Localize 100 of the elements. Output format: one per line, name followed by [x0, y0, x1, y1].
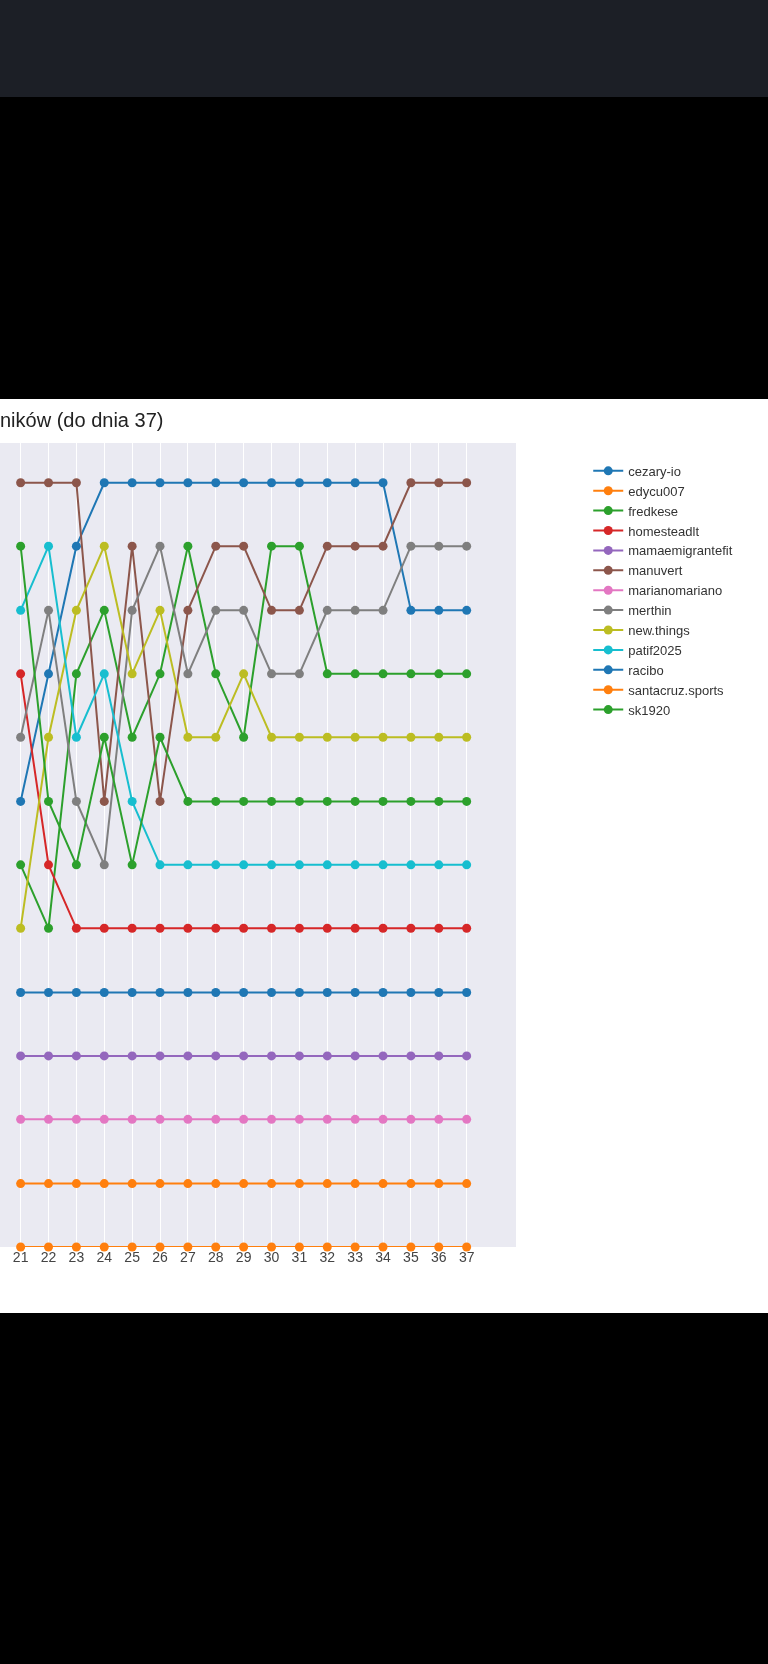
point	[155, 796, 165, 806]
x-tick-label: 25	[124, 1249, 141, 1265]
point	[16, 1179, 26, 1189]
point	[183, 605, 193, 615]
point	[350, 605, 360, 615]
point	[350, 541, 360, 551]
legend-label: edycu007	[628, 483, 685, 499]
point	[434, 669, 444, 679]
point	[211, 860, 221, 870]
point	[406, 732, 416, 742]
point	[155, 1114, 165, 1124]
point	[462, 1114, 472, 1124]
point	[267, 1242, 277, 1252]
point	[44, 669, 54, 679]
point	[99, 923, 109, 933]
point	[239, 796, 249, 806]
point	[406, 541, 416, 551]
point	[127, 1114, 137, 1124]
point	[406, 988, 416, 997]
point	[239, 1179, 249, 1189]
point	[44, 988, 54, 997]
x-tick-label: 37	[458, 1249, 475, 1265]
x-tick-label: 23	[68, 1249, 85, 1265]
x-tick-label: 29	[235, 1249, 252, 1265]
point	[434, 860, 444, 870]
point	[99, 796, 109, 806]
point	[44, 923, 54, 933]
point	[322, 1179, 332, 1189]
legend-label: manuvert	[628, 563, 683, 579]
point	[350, 923, 360, 933]
point	[183, 1051, 193, 1061]
point	[434, 923, 444, 933]
point	[294, 478, 304, 488]
point	[127, 605, 137, 615]
point	[127, 732, 137, 742]
point	[378, 541, 388, 551]
point	[155, 1179, 165, 1189]
point	[16, 1114, 26, 1124]
legend-label: new.things	[628, 623, 691, 639]
point	[350, 1114, 360, 1124]
point	[44, 605, 54, 615]
point	[378, 796, 388, 806]
point	[267, 860, 277, 870]
point	[99, 1114, 109, 1124]
point	[44, 796, 54, 806]
x-tick-label: 36	[430, 1249, 447, 1265]
point	[155, 1242, 165, 1252]
point	[406, 1242, 416, 1252]
point	[239, 988, 249, 997]
point	[99, 605, 109, 615]
point	[127, 1179, 137, 1189]
point	[267, 732, 277, 742]
x-tick-label: 21	[12, 1249, 29, 1265]
point	[183, 732, 193, 742]
point	[99, 541, 109, 551]
point	[239, 605, 249, 615]
point	[127, 796, 137, 806]
point	[16, 988, 26, 997]
point	[378, 1179, 388, 1189]
point	[322, 796, 332, 806]
point	[406, 923, 416, 933]
point	[211, 732, 221, 742]
point	[183, 923, 193, 933]
point	[322, 860, 332, 870]
point	[44, 1242, 54, 1252]
point	[44, 1114, 54, 1124]
x-tick-label: 26	[152, 1249, 169, 1265]
point	[44, 860, 54, 870]
point	[211, 1051, 221, 1061]
point	[267, 796, 277, 806]
point	[294, 669, 304, 679]
point	[350, 860, 360, 870]
point	[294, 923, 304, 933]
point	[322, 732, 332, 742]
point	[183, 541, 193, 551]
point	[127, 478, 137, 488]
point	[267, 1051, 277, 1061]
point	[462, 541, 472, 551]
point	[155, 669, 165, 679]
point	[127, 923, 137, 933]
point	[183, 478, 193, 488]
point	[16, 860, 26, 870]
chart-title: ników (do dnia 37)	[0, 408, 164, 431]
point	[99, 1242, 109, 1252]
point	[462, 478, 472, 488]
point	[211, 669, 221, 679]
point	[16, 796, 26, 806]
point	[71, 669, 81, 679]
point	[211, 1179, 221, 1189]
point	[294, 1051, 304, 1061]
point	[183, 796, 193, 806]
x-tick-label: 27	[180, 1249, 196, 1265]
point	[211, 988, 221, 997]
point	[71, 541, 81, 551]
point	[127, 988, 137, 997]
point	[406, 1114, 416, 1124]
legend-label: cezary-io	[628, 463, 681, 479]
point	[434, 478, 444, 488]
point	[16, 732, 26, 742]
legend-label: fredkese	[628, 503, 679, 519]
